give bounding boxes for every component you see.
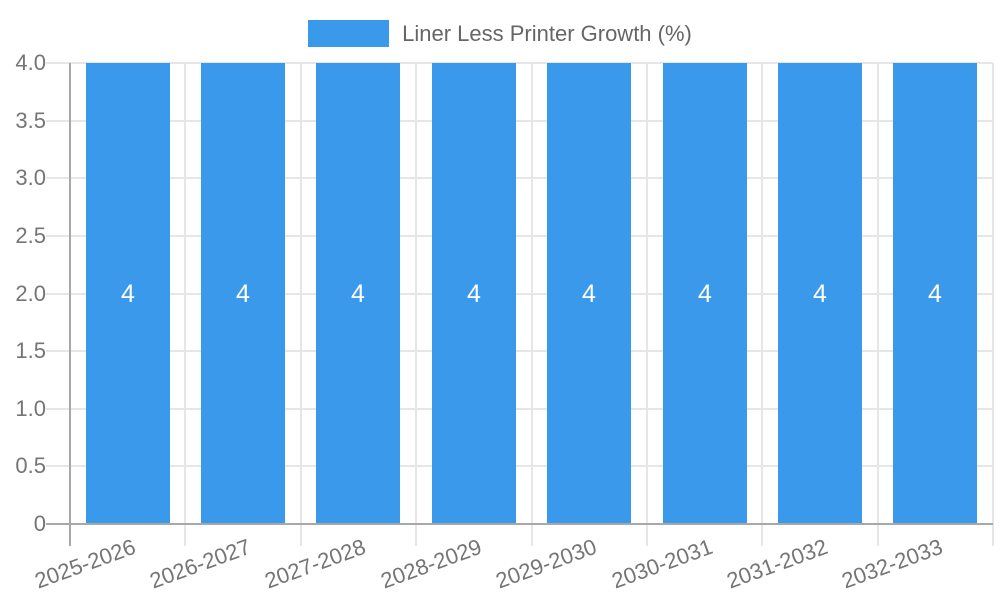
bar-value-label: 4 — [698, 280, 712, 308]
y-axis-line — [69, 63, 71, 546]
bar-value-label: 4 — [121, 280, 135, 308]
x-gridline — [299, 63, 302, 546]
bar[interactable] — [663, 63, 747, 523]
bar[interactable] — [432, 63, 516, 523]
y-gridline — [46, 177, 993, 180]
x-gridline — [992, 63, 994, 546]
bar[interactable] — [316, 63, 400, 523]
x-gridline — [876, 63, 879, 546]
x-gridline — [184, 63, 187, 546]
bar-value-label: 4 — [467, 280, 481, 308]
bar[interactable] — [778, 63, 862, 523]
bar-value-label: 4 — [582, 280, 596, 308]
y-axis-tick-label: 0.5 — [15, 453, 46, 479]
x-axis-baseline — [46, 523, 993, 525]
x-gridline — [645, 63, 648, 546]
y-axis-tick-label: 0 — [33, 511, 46, 536]
y-gridline — [46, 292, 993, 295]
bar-value-label: 4 — [351, 280, 365, 308]
legend-label: Liner Less Printer Growth (%) — [402, 20, 692, 46]
y-gridline — [46, 234, 993, 237]
y-gridline — [46, 407, 993, 410]
y-axis-tick-label: 2.0 — [15, 280, 46, 306]
y-axis-tick-label: 1.0 — [15, 395, 46, 421]
bar[interactable] — [201, 63, 285, 523]
bar-value-label: 4 — [928, 280, 942, 308]
y-axis-tick-label: 3.0 — [15, 165, 46, 191]
bar[interactable] — [893, 63, 977, 523]
y-axis-tick-label: 4.0 — [15, 50, 46, 75]
legend: Liner Less Printer Growth (%) — [0, 20, 1000, 47]
bar[interactable] — [86, 63, 170, 523]
y-axis-tick-label: 1.5 — [15, 338, 46, 364]
bar-value-label: 4 — [813, 280, 827, 308]
y-gridline — [46, 119, 993, 122]
y-gridline — [46, 465, 993, 468]
y-gridline — [46, 350, 993, 353]
legend-item[interactable]: Liner Less Printer Growth (%) — [308, 20, 692, 47]
bar-value-label: 4 — [236, 280, 250, 308]
x-gridline — [530, 63, 533, 546]
y-axis-tick-label: 3.5 — [15, 107, 46, 133]
bar[interactable] — [547, 63, 631, 523]
legend-swatch — [308, 20, 390, 47]
y-axis-tick-label: 2.5 — [15, 222, 46, 248]
x-gridline — [761, 63, 764, 546]
y-gridline — [46, 62, 993, 64]
x-gridline — [415, 63, 418, 546]
